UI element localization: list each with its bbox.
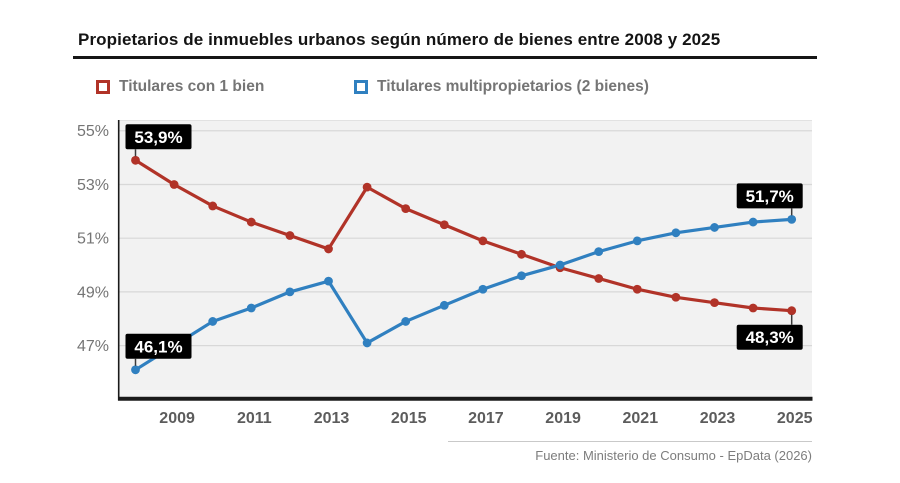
data-point-2025-titulares-multipropietarios-2-bienes[interactable]: [787, 214, 797, 224]
data-point-2024-titulares-multipropietarios-2-bienes[interactable]: [748, 217, 758, 227]
value-label-text: 53,9%: [134, 128, 182, 147]
y-tick-label: 47%: [77, 338, 109, 355]
data-point-2020-titulares-con-1-bien[interactable]: [594, 274, 604, 283]
legend-label: Titulares multipropietarios (2 bienes): [377, 78, 649, 95]
legend-swatch-icon: [96, 80, 110, 94]
data-point-2014-titulares-multipropietarios-2-bienes[interactable]: [362, 338, 372, 348]
data-point-2022-titulares-con-1-bien[interactable]: [671, 292, 681, 302]
legend-item-multipropietarios[interactable]: Titulares multipropietarios (2 bienes): [354, 78, 649, 96]
data-point-2011-titulares-multipropietarios-2-bienes[interactable]: [246, 303, 256, 313]
x-tick-label: 2025: [777, 410, 813, 427]
data-point-2008-titulares-multipropietarios-2-bienes[interactable]: [131, 365, 140, 375]
x-tick-label: 2013: [314, 410, 350, 427]
data-point-2017-titulares-con-1-bien[interactable]: [478, 236, 488, 246]
source-credit: Fuente: Ministerio de Consumo - EpData (…: [535, 448, 812, 463]
data-point-2018-titulares-multipropietarios-2-bienes[interactable]: [517, 271, 526, 281]
data-point-2010-titulares-con-1-bien[interactable]: [208, 201, 218, 211]
data-point-2025-titulares-con-1-bien[interactable]: [787, 306, 797, 316]
value-label-box: [736, 324, 803, 350]
data-point-2012-titulares-con-1-bien[interactable]: [285, 231, 295, 240]
data-point-2012-titulares-multipropietarios-2-bienes[interactable]: [285, 287, 295, 297]
y-tick-label: 49%: [77, 284, 109, 301]
legend-item-1-bien[interactable]: Titulares con 1 bien: [96, 78, 264, 96]
x-tick-label: 2017: [468, 410, 504, 427]
data-point-2015-titulares-con-1-bien[interactable]: [401, 204, 411, 214]
data-point-2010-titulares-multipropietarios-2-bienes[interactable]: [208, 317, 218, 326]
data-point-2024-titulares-con-1-bien[interactable]: [748, 303, 758, 313]
source-divider: [448, 441, 812, 442]
data-point-2014-titulares-con-1-bien[interactable]: [362, 182, 372, 192]
value-label-text: 48,3%: [746, 328, 794, 347]
data-point-2019-titulares-multipropietarios-2-bienes[interactable]: [555, 260, 565, 270]
data-point-2020-titulares-multipropietarios-2-bienes[interactable]: [594, 247, 604, 257]
value-label-text: 51,7%: [746, 187, 794, 206]
y-tick-label: 55%: [77, 123, 109, 140]
data-point-2016-titulares-con-1-bien[interactable]: [439, 220, 449, 230]
data-point-2018-titulares-con-1-bien[interactable]: [517, 249, 526, 259]
data-point-2017-titulares-multipropietarios-2-bienes[interactable]: [478, 284, 488, 294]
data-point-2013-titulares-multipropietarios-2-bienes[interactable]: [324, 276, 333, 286]
line-titulares-multipropietarios-2-bienes: [133, 217, 794, 372]
plot-top-border: [118, 120, 812, 121]
data-point-2023-titulares-con-1-bien[interactable]: [710, 298, 719, 308]
x-tick-label: 2009: [159, 410, 195, 427]
data-point-2023-titulares-multipropietarios-2-bienes[interactable]: [710, 223, 719, 232]
value-label-box: [125, 124, 192, 150]
data-point-2013-titulares-con-1-bien[interactable]: [324, 244, 333, 254]
data-point-2016-titulares-multipropietarios-2-bienes[interactable]: [439, 300, 449, 310]
data-point-2008-titulares-con-1-bien[interactable]: [131, 155, 140, 165]
y-tick-label: 51%: [77, 231, 109, 248]
legend-swatch-icon: [354, 80, 368, 94]
legend-label: Titulares con 1 bien: [119, 78, 265, 95]
title-underline: [73, 56, 817, 59]
line-titulares-con-1-bien: [133, 158, 794, 313]
data-point-2015-titulares-multipropietarios-2-bienes[interactable]: [401, 317, 411, 326]
page-title: Propietarios de inmuebles urbanos según …: [78, 30, 721, 49]
x-tick-label: 2021: [623, 410, 659, 427]
x-tick-label: 2023: [700, 410, 736, 427]
data-point-2022-titulares-multipropietarios-2-bienes[interactable]: [671, 228, 681, 238]
x-tick-label: 2015: [391, 410, 427, 427]
data-point-2021-titulares-con-1-bien[interactable]: [632, 284, 642, 294]
y-tick-label: 53%: [77, 177, 109, 194]
x-tick-label: 2011: [237, 410, 272, 427]
value-label-text: 46,1%: [134, 337, 182, 356]
data-point-2009-titulares-con-1-bien[interactable]: [169, 180, 179, 189]
value-label-box: [125, 333, 192, 359]
data-point-2011-titulares-con-1-bien[interactable]: [246, 217, 256, 227]
plot-area: [118, 120, 812, 397]
value-label-box: [736, 183, 803, 209]
x-tick-label: 2019: [545, 410, 581, 427]
data-point-2021-titulares-multipropietarios-2-bienes[interactable]: [632, 236, 642, 246]
